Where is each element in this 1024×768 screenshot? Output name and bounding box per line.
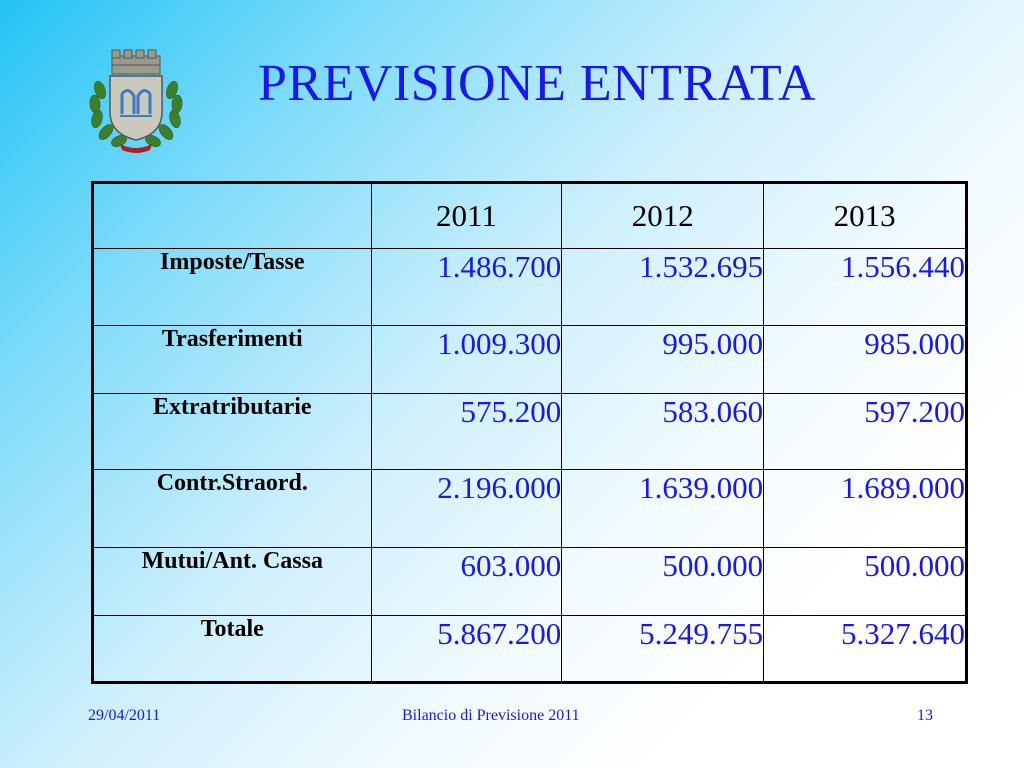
value-cell: 500.000 (763, 547, 967, 616)
row-label: Imposte/Tasse (92, 248, 372, 326)
value-cell: 5.867.200 (370, 615, 563, 683)
table-header-row: 2011 2012 2013 (92, 182, 967, 249)
value-cell: 1.689.000 (763, 469, 967, 548)
row-label: Trasferimenti (92, 325, 372, 394)
budget-table: 2011 2012 2013 Imposte/Tasse 1.486.700 1… (91, 181, 968, 684)
table-row-mutui-ant-cassa: Mutui/Ant. Cassa 603.000 500.000 500.000 (92, 547, 967, 616)
header-cell-empty (92, 182, 372, 249)
value-cell: 1.009.300 (370, 325, 563, 394)
coat-of-arms-icon (80, 42, 192, 154)
value-cell: 603.000 (370, 547, 563, 616)
value-cell: 583.060 (561, 393, 765, 470)
value-cell: 1.486.700 (370, 248, 563, 326)
value-cell: 1.556.440 (763, 248, 967, 326)
table-row-trasferimenti: Trasferimenti 1.009.300 995.000 985.000 (92, 325, 967, 394)
header-cell-2012: 2012 (561, 182, 765, 249)
header-cell-2011: 2011 (370, 182, 563, 249)
value-cell: 5.327.640 (763, 615, 967, 683)
value-cell: 995.000 (561, 325, 765, 394)
value-cell: 1.639.000 (561, 469, 765, 548)
row-label: Contr.Straord. (92, 469, 372, 548)
row-label: Totale (92, 615, 372, 683)
value-cell: 5.249.755 (561, 615, 765, 683)
header-cell-2013: 2013 (763, 182, 967, 249)
value-cell: 985.000 (763, 325, 967, 394)
table-row-totale: Totale 5.867.200 5.249.755 5.327.640 (92, 615, 967, 683)
footer-title: Bilancio di Previsione 2011 (402, 707, 580, 724)
table-row-imposte-tasse: Imposte/Tasse 1.486.700 1.532.695 1.556.… (92, 248, 967, 326)
footer-date: 29/04/2011 (88, 707, 161, 724)
table-row-extratributarie: Extratributarie 575.200 583.060 597.200 (92, 393, 967, 470)
row-label: Mutui/Ant. Cassa (92, 547, 372, 616)
value-cell: 1.532.695 (561, 248, 765, 326)
row-label: Extratributarie (92, 393, 372, 470)
value-cell: 575.200 (370, 393, 563, 470)
value-cell: 500.000 (561, 547, 765, 616)
footer-page-number: 13 (917, 707, 933, 724)
value-cell: 597.200 (763, 393, 967, 470)
slide-title: PREVISIONE ENTRATA (258, 55, 817, 112)
table-row-contr-straord: Contr.Straord. 2.196.000 1.639.000 1.689… (92, 469, 967, 548)
value-cell: 2.196.000 (370, 469, 563, 548)
